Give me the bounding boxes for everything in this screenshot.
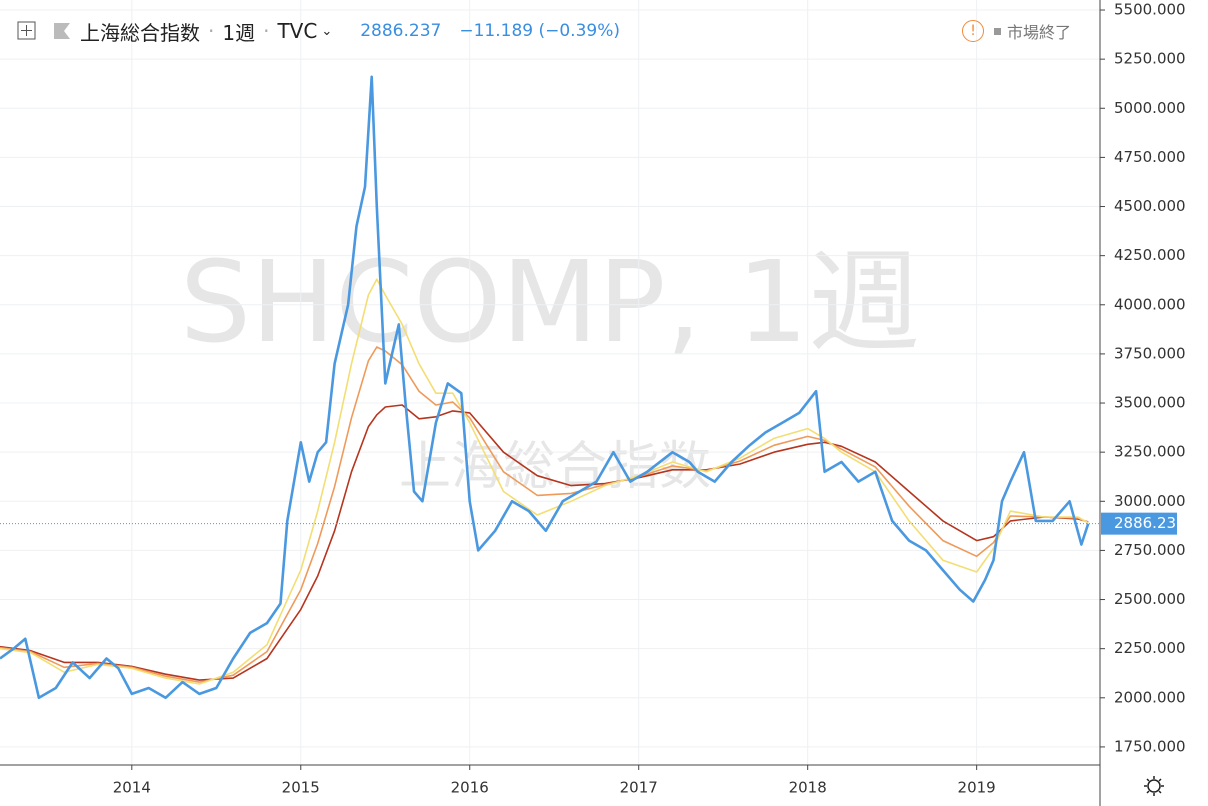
- y-tick-label: 3250.000: [1114, 443, 1186, 461]
- x-tick-label: 2017: [620, 779, 658, 797]
- symbol: 上海総合指数: [80, 20, 200, 45]
- price-line: [0, 75, 1090, 700]
- last-price: 2886.237: [360, 21, 442, 41]
- x-tick-label: 2018: [789, 779, 827, 797]
- watermark: SHCOMP, 1週: [180, 238, 920, 368]
- x-tick-label: 2015: [282, 779, 320, 797]
- settings-icon[interactable]: [1144, 776, 1164, 796]
- y-tick-label: 3500.000: [1114, 394, 1186, 412]
- add-icon[interactable]: [16, 20, 38, 42]
- last-price-label: 2886.237: [1114, 514, 1186, 532]
- y-tick-label: 5250.000: [1114, 50, 1186, 68]
- status: 市場終了: [1007, 23, 1072, 42]
- header: 上海総合指数 · 1週 · TVC ⌄ 2886.237 −11.189 (−0…: [16, 14, 620, 48]
- last-price-tag: [1101, 512, 1177, 535]
- x-tick-label: 2014: [113, 779, 151, 797]
- y-tick-label: 3750.000: [1114, 344, 1186, 362]
- y-tick-label: 4500.000: [1114, 197, 1186, 215]
- y-tick-label: 2000.000: [1114, 688, 1186, 706]
- market-status: ! 市場終了: [962, 14, 1071, 48]
- alert-icon[interactable]: !: [962, 20, 984, 42]
- y-tick-label: 2500.000: [1114, 590, 1186, 608]
- price-line: [0, 278, 1089, 685]
- interval[interactable]: 1週: [222, 20, 256, 45]
- y-tick-label: 1750.000: [1114, 737, 1186, 755]
- change: −11.189 (−0.39%): [459, 21, 621, 41]
- time-axis: [0, 765, 1208, 806]
- y-tick-label: 4250.000: [1114, 246, 1186, 264]
- y-tick-label: 2250.000: [1114, 639, 1186, 657]
- y-tick-label: 4750.000: [1114, 148, 1186, 166]
- x-tick-label: 2016: [451, 779, 489, 797]
- price-axis: [1100, 0, 1208, 806]
- price-line: [0, 346, 1089, 683]
- y-tick-label: 5500.000: [1114, 1, 1186, 19]
- plot: [0, 0, 1100, 765]
- y-tick-label: 4000.000: [1114, 295, 1186, 313]
- price-line: [0, 404, 1089, 681]
- axes: 1750.000 2000.000 2250.000 2500.000 2750.000…: [113, 1, 1186, 797]
- y-tick-label: 5000.000: [1114, 99, 1186, 117]
- y-tick-label: 3000.000: [1114, 492, 1186, 510]
- watermark-sub: 上海総合指数: [399, 437, 711, 497]
- exchange[interactable]: TVC: [277, 19, 318, 43]
- flag-icon[interactable]: [52, 20, 74, 42]
- y-tick-label: 2750.000: [1114, 541, 1186, 559]
- x-tick-label: 2019: [958, 779, 996, 797]
